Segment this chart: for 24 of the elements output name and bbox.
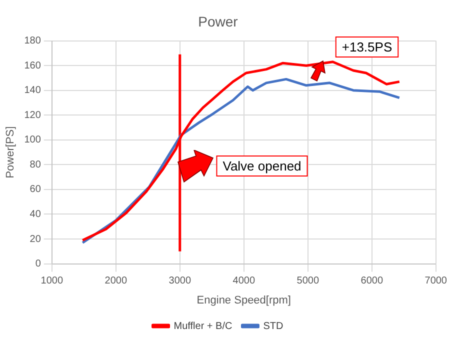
x-tick-label: 6000 (360, 276, 384, 287)
y-tick-label: 140 (24, 85, 42, 96)
x-tick-label: 3000 (168, 276, 192, 287)
y-tick-label: 40 (30, 208, 42, 220)
x-tick-label: 4000 (232, 276, 256, 287)
y-tick-label: 0 (35, 258, 42, 270)
annotation: Valve opened (222, 158, 302, 174)
y-tick-label: 120 (24, 110, 42, 121)
y-tick-label: 60 (30, 184, 42, 196)
y-tick-label: 100 (24, 134, 42, 146)
y-axis-title: Power[PS] (4, 126, 17, 178)
y-tick-label: 160 (24, 60, 42, 72)
y-tick-label: 180 (24, 36, 42, 47)
annotation: +13.5PS (342, 40, 392, 55)
x-tick-label: 1000 (40, 276, 64, 287)
x-tick-label: 7000 (424, 276, 448, 287)
y-tick-label: 80 (30, 159, 42, 170)
chart-title: Power (198, 13, 238, 30)
legend-label: STD (263, 320, 284, 332)
x-tick-label: 5000 (296, 276, 320, 287)
legend-label: Muffler + B/C (174, 320, 232, 332)
x-axis-title: Engine Speed[rpm] (196, 294, 291, 306)
y-tick-label: 20 (30, 234, 42, 245)
x-tick-label: 2000 (104, 276, 128, 287)
